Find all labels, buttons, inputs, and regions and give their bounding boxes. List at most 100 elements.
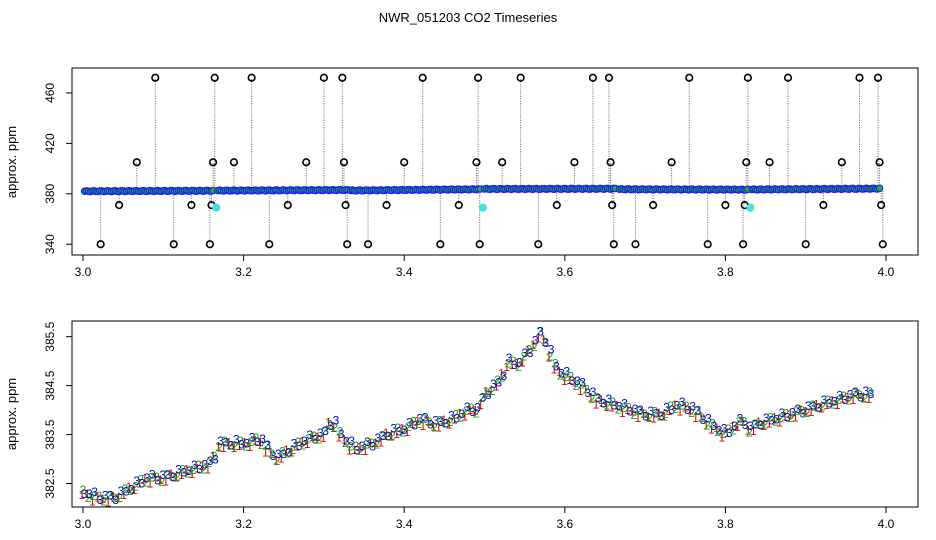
series-1-marker: 1 — [78, 488, 85, 502]
series-2-marker: 2 — [589, 392, 596, 406]
series-2-marker: 2 — [248, 435, 255, 449]
series-2-marker: 2 — [631, 408, 638, 422]
series-1-marker: 1 — [739, 415, 746, 429]
series-3-marker: 3 — [411, 419, 418, 433]
outlier-point — [608, 201, 617, 210]
series-1-marker: 1 — [351, 443, 358, 457]
series-3-marker: 3 — [123, 484, 130, 498]
series-2-marker: 2 — [363, 438, 370, 452]
series-1-marker: 1 — [797, 403, 804, 417]
series-2-marker: 2 — [762, 418, 769, 432]
top-x-axis: 3.0 3.2 3.4 3.6 3.8 4.0 — [75, 255, 895, 279]
series-3-marker: 3 — [385, 430, 392, 444]
series-3-marker: 3 — [112, 493, 119, 507]
series-2-marker: 2 — [620, 401, 627, 415]
series-1-marker: 1 — [608, 400, 615, 414]
series-1-marker: 1 — [844, 390, 851, 404]
series-2-marker: 2 — [300, 438, 307, 452]
series-3-marker: 3 — [537, 325, 544, 339]
series-3-marker: 3 — [375, 431, 382, 445]
series-3-marker: 3 — [836, 389, 843, 403]
series-2-marker: 2 — [352, 439, 359, 453]
series-3-marker: 3 — [275, 447, 282, 461]
series-1-marker: 1 — [110, 489, 117, 503]
series-2-marker: 2 — [709, 416, 716, 430]
series-3-marker: 3 — [616, 400, 623, 414]
series-1-marker: 1 — [787, 407, 794, 421]
series-1-marker: 1 — [120, 488, 127, 502]
outlier-point — [473, 73, 483, 82]
series-2-marker: 2 — [604, 398, 611, 412]
outlier-point — [132, 158, 141, 167]
series-1-marker: 1 — [750, 424, 757, 438]
series-1-marker: 1 — [666, 404, 673, 418]
series-1-marker: 1 — [398, 422, 405, 436]
series-1-marker: 1 — [582, 383, 589, 397]
series-2-marker: 2 — [646, 411, 653, 425]
series-2-marker: 2 — [772, 415, 779, 429]
outlier-point — [606, 158, 615, 167]
series-3-marker: 3 — [857, 390, 864, 404]
series-1-marker: 1 — [551, 363, 558, 377]
highlight-point — [746, 203, 755, 212]
series-2-marker: 2 — [227, 438, 234, 452]
series-2-marker: 2 — [436, 414, 443, 428]
series-1-marker: 1 — [404, 425, 411, 439]
series-2-marker: 2 — [746, 426, 753, 440]
series-2-marker: 2 — [573, 379, 580, 393]
series-3-marker: 3 — [401, 423, 408, 437]
series-1-marker: 1 — [503, 360, 510, 374]
series-2-marker: 2 — [90, 489, 97, 503]
series-3-marker: 3 — [296, 439, 303, 453]
series-2-marker: 2 — [415, 417, 422, 431]
series-3-marker: 3 — [674, 398, 681, 412]
series-3-marker: 3 — [747, 419, 754, 433]
series-1-marker: 1 — [860, 391, 867, 405]
series-1-marker: 1 — [278, 451, 285, 465]
x-tick-label: 4.0 — [878, 265, 895, 279]
series-1-marker: 1 — [330, 421, 337, 435]
series-2-marker: 2 — [290, 443, 297, 457]
series-2-marker: 2 — [725, 422, 732, 436]
series-2-marker: 2 — [735, 414, 742, 428]
series-1-marker: 1 — [225, 435, 232, 449]
outlier-point — [418, 73, 427, 82]
series-2-marker: 2 — [578, 378, 585, 392]
series-2-marker: 2 — [179, 462, 186, 476]
series-3-marker: 3 — [611, 398, 618, 412]
series-1-marker: 1 — [126, 480, 133, 494]
series-3-marker: 3 — [868, 387, 875, 401]
series-1-marker: 1 — [315, 430, 322, 444]
series-1-marker: 1 — [619, 406, 626, 420]
outlier-point — [604, 73, 614, 82]
series-2-marker: 2 — [358, 444, 365, 458]
outlier-point — [187, 201, 196, 210]
series-3-marker: 3 — [752, 417, 759, 431]
outlier-point — [208, 158, 218, 167]
outlier-point — [783, 73, 793, 82]
outlier-point — [341, 201, 350, 210]
series-2-marker: 2 — [657, 409, 664, 423]
series-2-marker: 2 — [447, 415, 454, 429]
series-1-marker: 1 — [498, 367, 505, 381]
series-3-marker: 3 — [742, 418, 749, 432]
series-3-marker: 3 — [359, 439, 366, 453]
series-1-marker: 1 — [262, 446, 269, 460]
series-2-marker: 2 — [169, 469, 176, 483]
series-1-marker: 1 — [173, 471, 180, 485]
series-2-marker: 2 — [804, 406, 811, 420]
outlier-point — [801, 240, 810, 249]
series-2-marker: 2 — [662, 407, 669, 421]
series-2-marker: 2 — [468, 401, 475, 415]
series-2-marker: 2 — [95, 489, 102, 503]
x-tick-label: 3.0 — [75, 517, 92, 531]
series-1-marker: 1 — [781, 409, 788, 423]
series-1-marker: 1 — [530, 338, 537, 352]
series-1-marker: 1 — [257, 435, 264, 449]
series-1-marker: 1 — [136, 477, 143, 491]
series-2-marker: 2 — [452, 408, 459, 422]
outlier-point — [210, 73, 219, 82]
bottom-panel-data: 1231231231231231231231231231231231231231… — [78, 324, 874, 509]
series-3-marker: 3 — [548, 343, 555, 357]
outlier-point — [742, 158, 751, 167]
